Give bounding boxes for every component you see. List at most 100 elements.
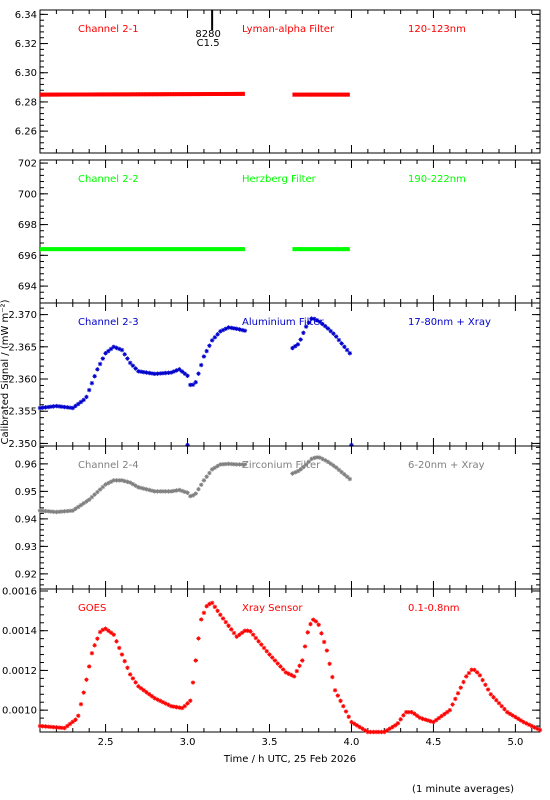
data-point	[114, 345, 119, 351]
data-point	[292, 470, 298, 475]
data-point	[472, 667, 477, 673]
y-tick-label: 702	[18, 159, 37, 170]
data-point	[494, 698, 499, 703]
y-tick-label: 0.93	[15, 542, 37, 553]
data-point	[144, 690, 149, 695]
data-point	[103, 626, 108, 631]
data-point	[125, 479, 130, 485]
data-point	[395, 721, 401, 726]
data-point	[401, 713, 406, 718]
data-point	[373, 729, 379, 735]
plot-layer: 6.26 6.28 6.30 6.32 6.34 Channel 2-1 Lyman-alp…	[2, 9, 543, 748]
data-point	[242, 628, 248, 633]
data-point	[59, 725, 65, 731]
data-point	[267, 652, 272, 657]
data-point	[431, 719, 436, 725]
data-point	[106, 348, 111, 354]
data-point	[409, 709, 414, 715]
panel-label: Aluminium Filter	[242, 317, 325, 328]
data-point	[513, 714, 518, 720]
data-point	[130, 676, 136, 681]
data-point	[480, 677, 485, 683]
y-tick-label: 2.370	[8, 310, 37, 321]
data-point	[239, 630, 245, 635]
data-point	[122, 352, 127, 357]
flare-marker-label: C1.5	[197, 38, 220, 49]
data-point	[207, 343, 212, 348]
data-point	[477, 673, 483, 678]
data-point	[141, 369, 147, 375]
data-point	[496, 701, 502, 706]
data-point	[138, 369, 144, 374]
data-point	[95, 367, 100, 372]
panel-frame	[39, 9, 541, 154]
data-point	[303, 462, 309, 467]
data-point	[324, 648, 330, 653]
y-tick-label: 0.0014	[2, 626, 37, 637]
data-point	[537, 727, 543, 733]
data-point	[270, 655, 275, 660]
data-point	[231, 630, 237, 636]
data-point	[59, 404, 65, 409]
data-point	[368, 729, 373, 735]
data-point	[223, 619, 228, 625]
data-point	[51, 724, 56, 730]
data-point	[84, 677, 89, 682]
data-point	[306, 320, 312, 325]
data-point	[171, 488, 177, 494]
y-tick-label: 0.92	[15, 569, 37, 580]
panel-label: 190-222nm	[408, 174, 466, 185]
data-point	[84, 394, 89, 400]
data-point	[312, 455, 317, 461]
panel-3: 2.350 2.355 2.360 2.365 2.370 Channel 2-3 Alum…	[8, 302, 541, 450]
panel-4: 0.92 0.93 0.94 0.95 0.96 Channel 2-4 Zirconium…	[15, 445, 541, 590]
data-point	[152, 696, 157, 701]
data-point	[168, 489, 174, 494]
data-point	[417, 715, 422, 720]
data-point	[152, 371, 157, 377]
y-tick-label: 0.95	[15, 487, 37, 498]
data-point	[261, 645, 267, 651]
data-point	[196, 486, 201, 492]
data-point	[342, 344, 347, 350]
data-point	[158, 371, 163, 376]
data-point	[283, 670, 289, 675]
data-point	[108, 479, 114, 484]
data-point	[147, 692, 152, 697]
data-point	[48, 724, 54, 730]
y-tick-label: 2.350	[8, 439, 37, 450]
data-point	[231, 462, 237, 467]
data-point	[316, 622, 321, 627]
data-point	[163, 701, 168, 706]
data-point	[37, 405, 43, 411]
data-point	[133, 366, 138, 371]
data-point	[136, 485, 141, 490]
data-point	[155, 489, 160, 494]
x-tick-label: 4.5	[425, 737, 441, 748]
data-point	[218, 612, 223, 618]
data-point	[365, 729, 371, 735]
data-point	[207, 601, 212, 607]
data-point	[464, 674, 469, 679]
y-axis-title: Calibrated Signal / (mW m⁻²)	[0, 299, 11, 444]
data-point	[204, 348, 209, 354]
data-point	[354, 723, 360, 728]
panel-label: 120-123nm	[408, 24, 466, 35]
data-point	[346, 714, 351, 719]
data-point	[163, 489, 168, 494]
data-point	[73, 403, 78, 409]
panel-label: Xray Sensor	[242, 603, 303, 614]
data-point	[67, 721, 73, 727]
data-point	[76, 401, 81, 407]
data-point	[461, 679, 466, 685]
data-band-edge	[39, 94, 245, 97]
data-point	[190, 493, 196, 498]
data-point	[155, 697, 160, 702]
data-point	[92, 492, 97, 497]
data-point	[289, 672, 294, 678]
y-tick-label: 0.0016	[2, 586, 37, 597]
panel-label: Channel 2-3	[78, 317, 139, 328]
data-point	[86, 387, 92, 393]
data-point	[138, 485, 144, 491]
data-point	[166, 370, 171, 375]
